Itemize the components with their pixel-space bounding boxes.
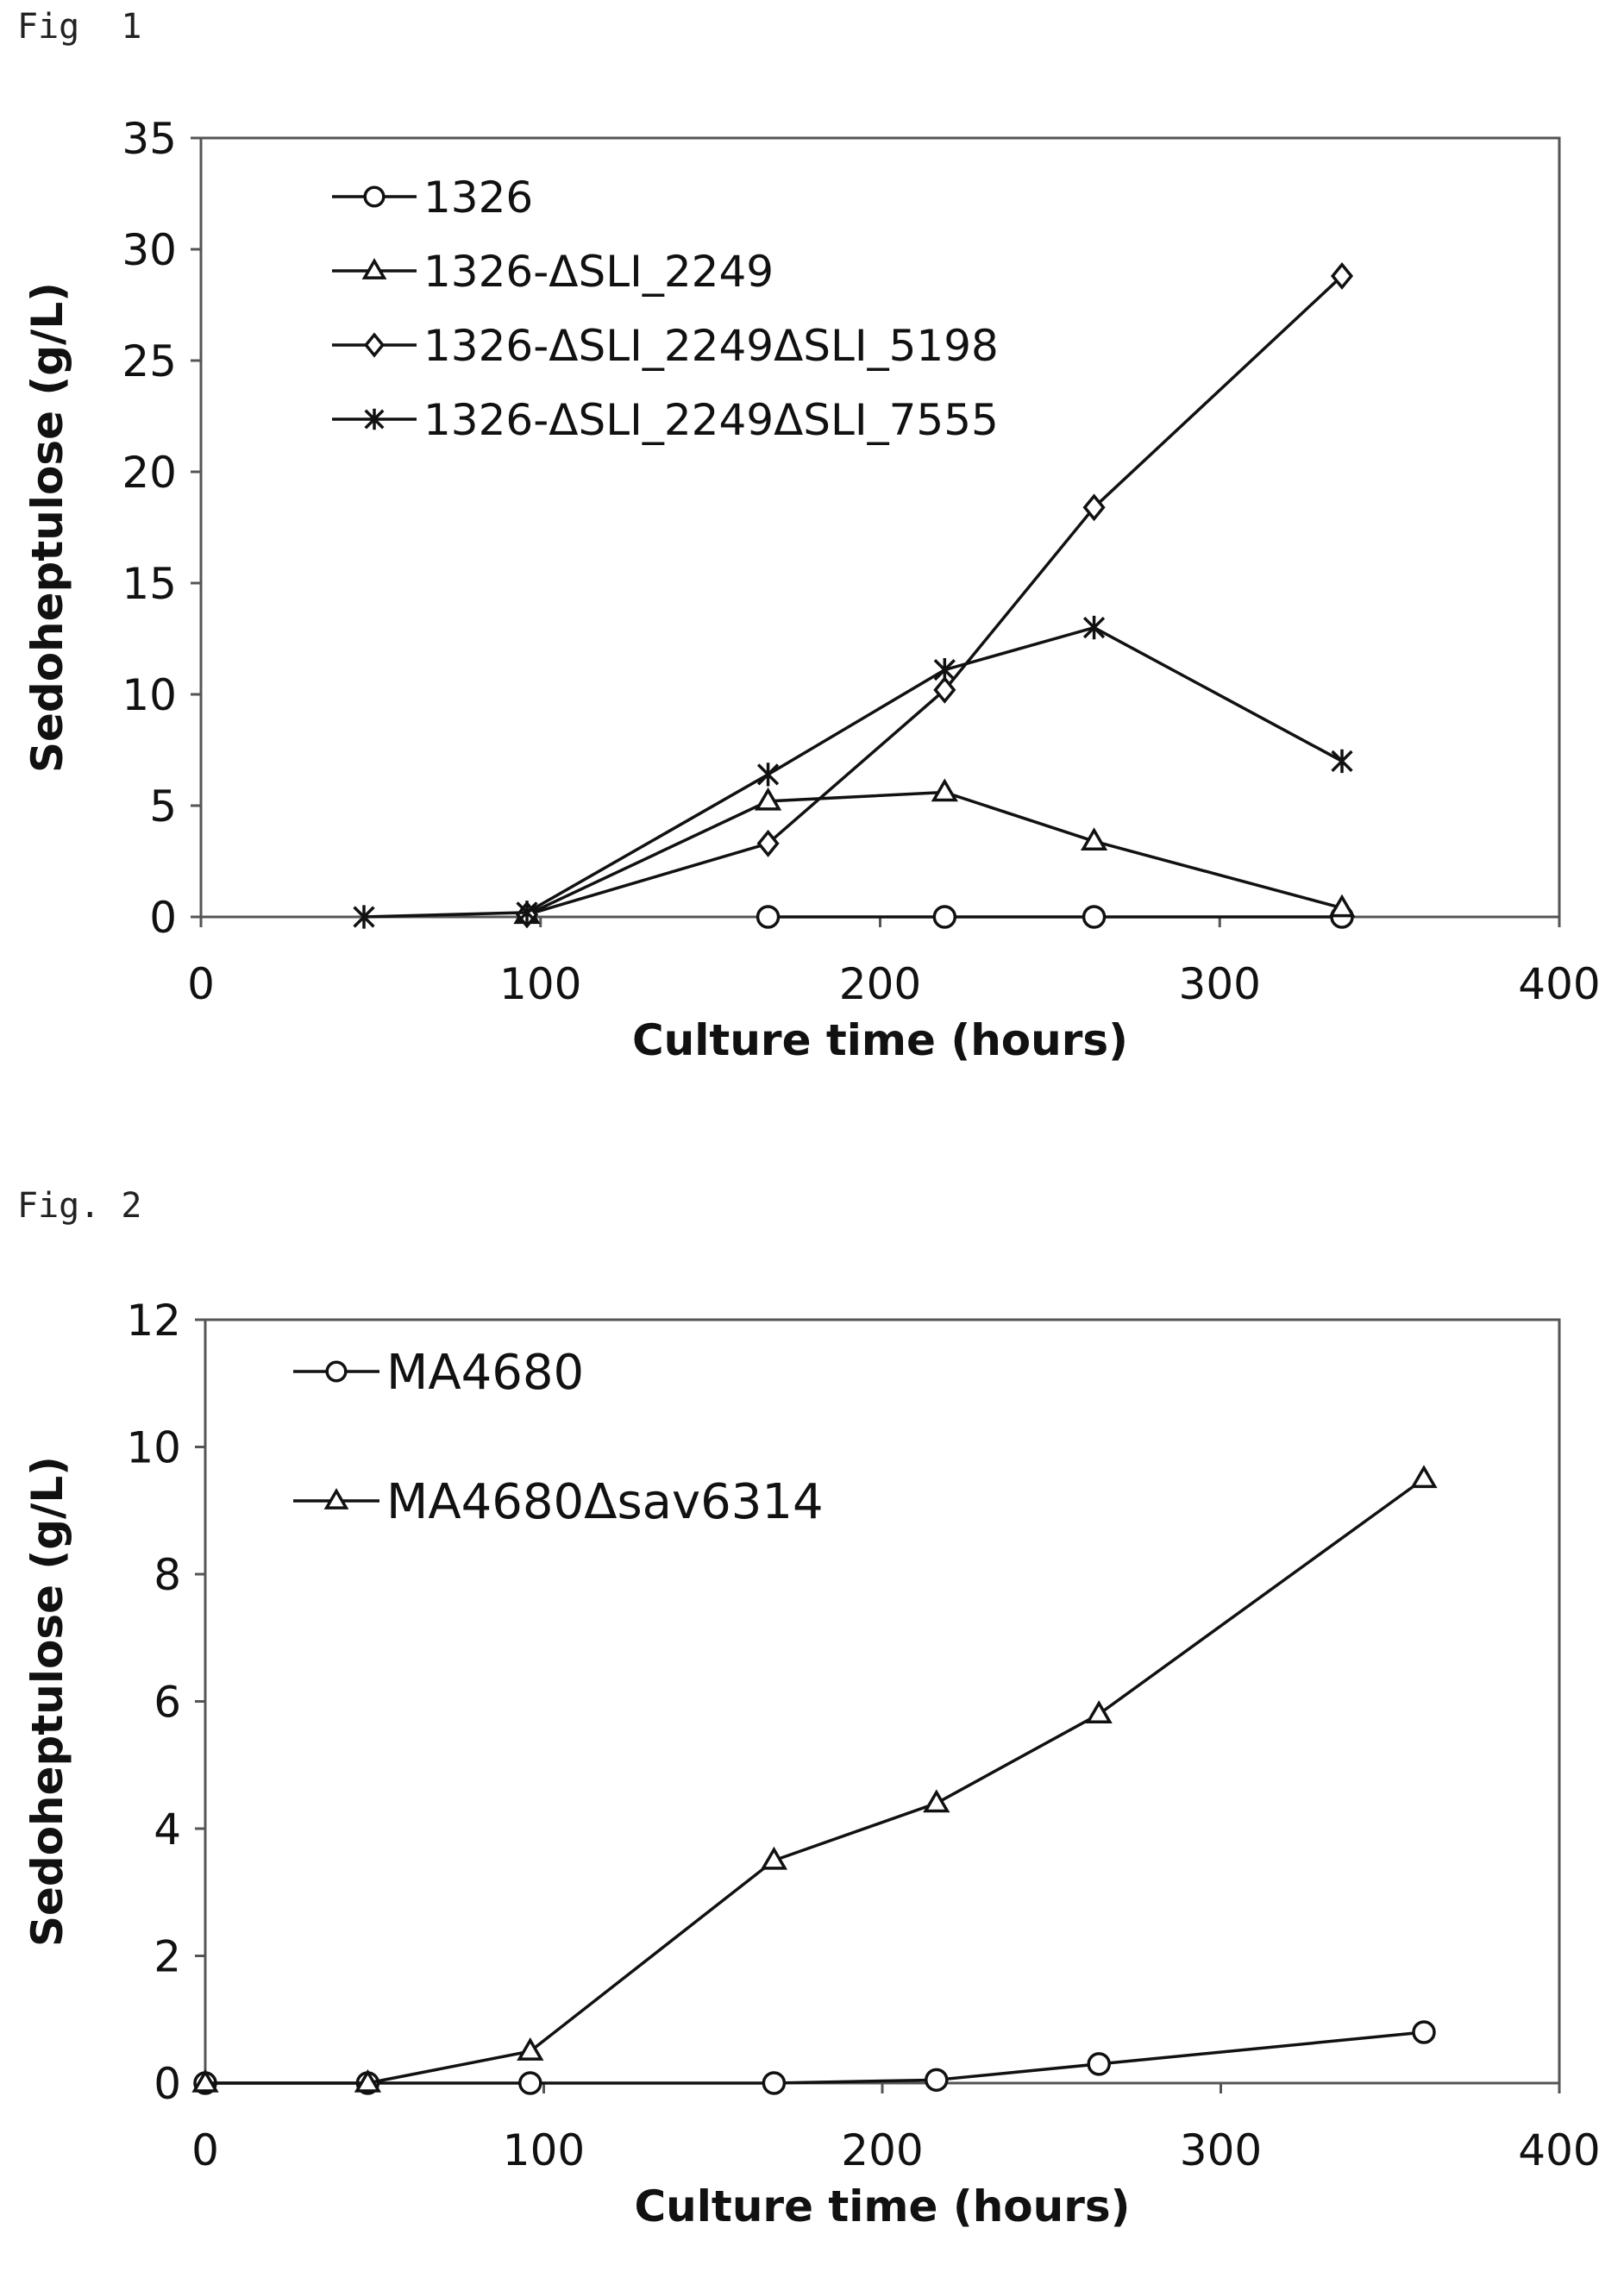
y-tick-label: 8 xyxy=(154,1550,181,1600)
y-tick-label: 15 xyxy=(122,559,177,609)
legend-marker xyxy=(363,185,386,208)
data-point xyxy=(1331,749,1353,774)
legend-label: 1326 xyxy=(423,173,533,223)
y-tick-label: 4 xyxy=(154,1804,181,1855)
legend-entry-2: 1326-ΔSLI_2249 xyxy=(332,247,774,297)
y-tick-label: 5 xyxy=(149,781,177,832)
data-point xyxy=(756,763,780,787)
series-line xyxy=(526,790,1343,917)
y-axis-title: Sedoheptulose (g/L) xyxy=(22,282,72,773)
data-point xyxy=(756,905,781,929)
data-point xyxy=(760,1846,788,1870)
series-2 xyxy=(191,1465,1438,2093)
data-point xyxy=(933,657,956,682)
legend-marker xyxy=(361,258,387,279)
legend-marker xyxy=(325,1360,348,1383)
x-tick-label: 200 xyxy=(841,2125,923,2175)
figure-1-label: Fig 1 xyxy=(17,7,142,47)
data-point xyxy=(1080,827,1108,851)
y-tick-label: 0 xyxy=(154,2059,181,2109)
series-line xyxy=(205,2030,1425,2085)
y-tick-label: 30 xyxy=(122,225,177,275)
data-point xyxy=(1328,894,1356,918)
series-line xyxy=(363,625,1343,919)
series-1 xyxy=(756,905,1354,929)
y-tick-label: 6 xyxy=(154,1678,181,1728)
series-4 xyxy=(353,615,1353,929)
data-point xyxy=(518,2071,542,2095)
x-axis-title: Culture time (hours) xyxy=(634,2181,1130,2231)
data-point xyxy=(1082,493,1106,522)
series-line xyxy=(205,1477,1426,2085)
data-point xyxy=(517,2037,544,2061)
legend-marker xyxy=(323,1488,349,1509)
data-point xyxy=(756,829,780,857)
legend-entry-1: 1326 xyxy=(332,173,533,223)
x-tick-label: 200 xyxy=(839,959,921,1009)
x-tick-label: 100 xyxy=(499,959,581,1009)
y-tick-label: 25 xyxy=(122,336,177,386)
x-tick-label: 400 xyxy=(1518,2125,1600,2175)
legend-entry-4: 1326-ΔSLI_2249ΔSLI_7555 xyxy=(332,395,999,445)
data-point xyxy=(1087,2052,1111,2076)
figure-2-label: Fig. 2 xyxy=(17,1186,142,1226)
series-line xyxy=(526,274,1344,917)
data-point xyxy=(932,905,957,929)
y-tick-label: 10 xyxy=(126,1423,181,1473)
legend-marker xyxy=(364,408,385,430)
data-point xyxy=(754,787,782,811)
data-point xyxy=(925,2068,949,2093)
data-point xyxy=(933,675,956,704)
data-point xyxy=(1082,905,1107,929)
data-point xyxy=(1330,261,1354,290)
series-3 xyxy=(515,261,1354,929)
legend-label: MA4680Δsav6314 xyxy=(386,1474,824,1530)
data-point xyxy=(516,901,538,925)
data-point xyxy=(1085,1700,1113,1723)
chart-fig-1: 0 5 10 15 20 25 30 35 0 100 200 300 400 Culture time … xyxy=(22,114,1601,1065)
data-point xyxy=(1082,615,1106,640)
legend-marker xyxy=(364,332,385,358)
y-tick-label: 20 xyxy=(122,448,177,498)
x-tick-label: 400 xyxy=(1518,959,1600,1009)
legend-label: 1326-ΔSLI_2249ΔSLI_5198 xyxy=(423,321,999,371)
data-point xyxy=(353,905,375,929)
plot-area-frame xyxy=(204,1318,1561,2085)
legend-label: 1326-ΔSLI_2249 xyxy=(423,247,774,297)
data-point xyxy=(923,1789,950,1813)
y-tick-label: 35 xyxy=(122,114,177,164)
legend-label: MA4680 xyxy=(386,1345,584,1401)
y-tick-label: 12 xyxy=(126,1296,181,1346)
y-tick-label: 10 xyxy=(122,670,177,720)
x-tick-label: 100 xyxy=(503,2125,585,2175)
data-point xyxy=(1410,1465,1438,1489)
x-tick-label: 300 xyxy=(1180,2125,1262,2175)
y-axis-title: Sedoheptulose (g/L) xyxy=(22,1456,72,1947)
legend-label: 1326-ΔSLI_2249ΔSLI_7555 xyxy=(423,395,999,445)
x-tick-label: 0 xyxy=(187,959,215,1009)
plot-area-frame xyxy=(199,136,1561,919)
legend-entry-3: 1326-ΔSLI_2249ΔSLI_5198 xyxy=(332,321,999,371)
data-point xyxy=(762,2071,787,2095)
legend-entry-1: MA4680 xyxy=(293,1345,584,1401)
data-point xyxy=(191,2068,219,2093)
series-2 xyxy=(513,778,1356,925)
x-tick-label: 0 xyxy=(191,2125,219,2175)
data-point xyxy=(931,778,958,802)
legend-entry-2: MA4680Δsav6314 xyxy=(293,1474,824,1530)
y-tick-label: 0 xyxy=(149,893,177,943)
x-tick-label: 300 xyxy=(1179,959,1261,1009)
y-tick-label: 2 xyxy=(154,1932,181,1982)
data-point xyxy=(1412,2020,1436,2044)
data-point xyxy=(354,2068,382,2093)
chart-fig-2: 0 2 4 6 8 10 12 0 100 200 300 400 Culture time (hour… xyxy=(22,1296,1601,2231)
x-axis-title: Culture time (hours) xyxy=(632,1015,1128,1065)
